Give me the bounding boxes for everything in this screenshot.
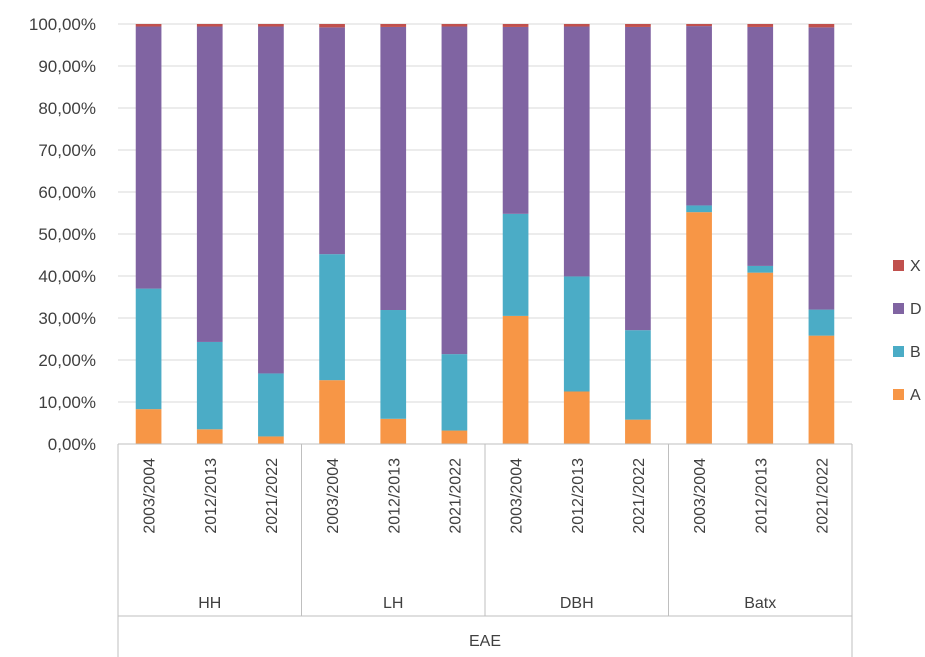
y-tick-label: 0,00% — [48, 435, 96, 454]
legend-label: B — [910, 344, 921, 361]
bar-segment-D — [258, 26, 284, 374]
bar-segment-B — [502, 213, 529, 316]
bar-segment-X — [502, 24, 529, 27]
legend-swatch-D — [893, 303, 904, 314]
x-group-label: LH — [383, 595, 403, 612]
bar-segment-B — [196, 341, 223, 430]
legend-swatch-X — [893, 260, 904, 271]
x-outer-group-label: EAE — [469, 633, 501, 650]
x-group-label: HH — [198, 595, 221, 612]
bar-segment-B — [625, 330, 651, 420]
bar-segment-A — [625, 419, 651, 444]
bar-segment-X — [196, 24, 223, 27]
bar-segment-A — [258, 436, 284, 444]
bar-segment-A — [380, 418, 407, 444]
bar-segment-D — [686, 26, 712, 206]
bar-segment-X — [258, 24, 284, 27]
x-group-label: Batx — [744, 595, 776, 612]
y-axis-labels: 0,00% 10,00% 20,00% 30,00% 40,00% 50,00% 60,00… — [29, 15, 96, 454]
legend: X D B A — [893, 258, 922, 404]
x-category-label: 2021/2022 — [447, 458, 464, 534]
bar-segment-D — [808, 27, 835, 310]
y-tick-label: 30,00% — [38, 309, 96, 328]
legend-swatch-B — [893, 346, 904, 357]
x-category-label: 2003/2004 — [142, 458, 159, 534]
bar-segment-X — [135, 24, 162, 27]
bar-segment-D — [196, 26, 223, 342]
x-category-label: 2012/2013 — [203, 458, 220, 534]
bar-segment-D — [380, 26, 407, 311]
gridlines — [118, 23, 852, 403]
bar-segment-X — [319, 24, 345, 28]
bar-segment-A — [747, 272, 774, 444]
bar-segment-D — [135, 26, 162, 289]
bar-segment-D — [441, 26, 468, 355]
y-tick-label: 100,00% — [29, 15, 96, 34]
y-tick-label: 20,00% — [38, 351, 96, 370]
bar-segment-A — [441, 430, 468, 444]
bar-segment-A — [808, 335, 835, 444]
x-category-label: 2021/2022 — [631, 458, 648, 534]
x-category-label: 2021/2022 — [814, 458, 831, 534]
x-category-label: 2021/2022 — [264, 458, 281, 534]
y-tick-label: 50,00% — [38, 225, 96, 244]
legend-swatch-A — [893, 389, 904, 400]
bar-segment-B — [747, 265, 774, 273]
x-category-label: 2012/2013 — [386, 458, 403, 534]
bar-segment-X — [441, 24, 468, 27]
bar-segment-X — [563, 24, 590, 27]
bar-segment-X — [380, 24, 407, 27]
bar-segment-A — [502, 315, 529, 444]
bar-segment-B — [319, 254, 345, 381]
bar-segment-D — [502, 26, 529, 214]
bar-segment-D — [563, 26, 590, 277]
x-group-label: DBH — [560, 595, 594, 612]
legend-label: A — [910, 387, 921, 404]
x-axis: 2003/2004 2012/2013 2021/2022 2003/2004 2012… — [117, 443, 853, 657]
bars — [135, 24, 835, 444]
x-category-label: 2012/2013 — [753, 458, 770, 534]
bar-segment-D — [625, 26, 651, 331]
bar-segment-A — [319, 380, 345, 444]
y-tick-label: 60,00% — [38, 183, 96, 202]
bar-segment-B — [441, 354, 468, 431]
x-category-label: 2012/2013 — [570, 458, 587, 534]
legend-label: D — [910, 301, 922, 318]
bar-segment-A — [686, 212, 712, 444]
bar-segment-X — [625, 24, 651, 27]
x-category-label: 2003/2004 — [509, 458, 526, 534]
bar-segment-B — [258, 373, 284, 437]
bar-segment-A — [563, 391, 590, 444]
y-tick-label: 40,00% — [38, 267, 96, 286]
bar-segment-A — [135, 409, 162, 444]
bar-segment-B — [808, 309, 835, 336]
x-category-label: 2003/2004 — [325, 458, 342, 534]
bar-segment-B — [135, 288, 162, 410]
y-tick-label: 90,00% — [38, 57, 96, 76]
y-tick-label: 80,00% — [38, 99, 96, 118]
bar-segment-D — [747, 26, 774, 266]
y-tick-label: 10,00% — [38, 393, 96, 412]
bar-segment-B — [686, 205, 712, 213]
bar-segment-D — [319, 27, 345, 255]
y-tick-label: 70,00% — [38, 141, 96, 160]
x-category-label: 2003/2004 — [692, 458, 709, 534]
bar-segment-B — [380, 310, 407, 419]
bar-segment-A — [196, 429, 223, 444]
bar-segment-B — [563, 276, 590, 392]
bar-segment-X — [747, 24, 774, 27]
legend-label: X — [910, 258, 921, 275]
bar-segment-X — [808, 24, 835, 28]
bar-segment-X — [686, 24, 712, 27]
